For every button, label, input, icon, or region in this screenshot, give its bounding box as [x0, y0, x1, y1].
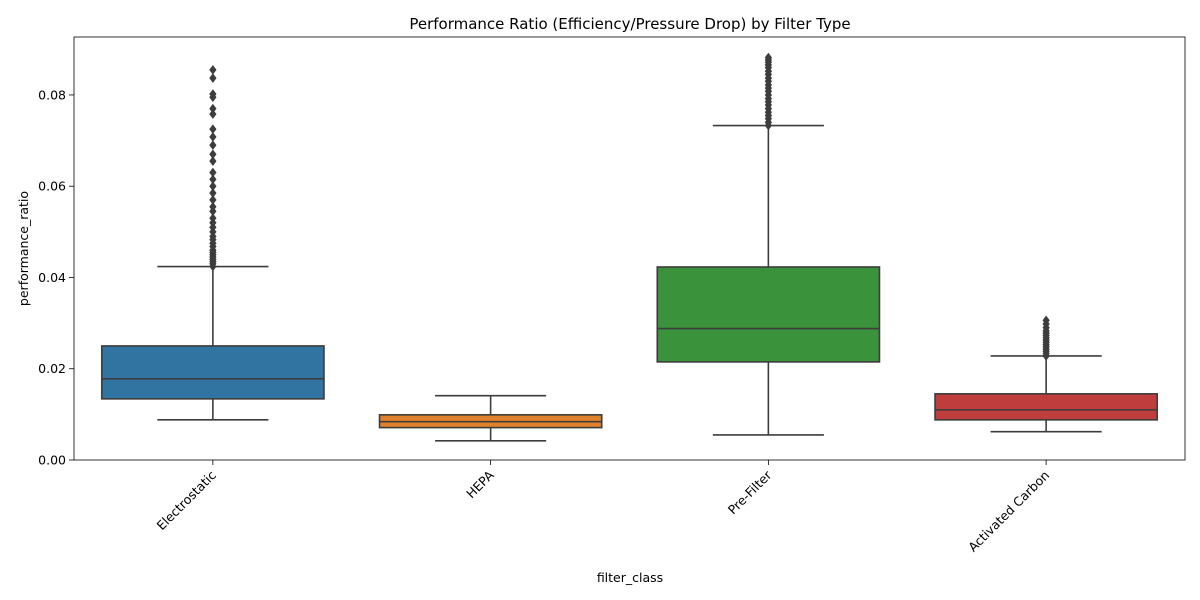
- outlier-point: [209, 213, 217, 224]
- y-tick-label: 0.04: [38, 270, 66, 285]
- x-axis-label: filter_class: [597, 570, 663, 585]
- y-tick-label: 0.02: [38, 361, 66, 376]
- outlier-point: [209, 194, 217, 205]
- outlier-point: [209, 124, 217, 135]
- x-tick-label: Pre-Filter: [725, 467, 775, 517]
- chart-title: Performance Ratio (Efficiency/Pressure D…: [409, 15, 850, 33]
- x-tick-label: Electrostatic: [153, 467, 219, 533]
- outlier-point: [209, 64, 217, 75]
- outlier-point: [209, 140, 217, 151]
- outlier-point: [764, 52, 773, 63]
- outlier-point: [209, 109, 217, 120]
- box-iqr: [656, 266, 881, 363]
- outlier-point: [209, 149, 217, 160]
- outlier-point: [209, 181, 217, 192]
- outlier-point: [209, 188, 217, 198]
- x-axis-ticks: Electrostatic HEPA Pre-Filter Activated Car…: [153, 460, 1052, 555]
- box-group-0: [100, 64, 325, 421]
- y-axis-ticks: 0.00 0.02 0.04 0.06 0.08: [38, 87, 74, 468]
- y-axis-label: performance_ratio: [16, 191, 31, 306]
- outlier-point: [209, 156, 217, 167]
- y-tick-label: 0.00: [38, 453, 66, 468]
- outlier-point: [1042, 315, 1050, 326]
- outlier-point: [209, 73, 217, 83]
- outlier-point: [209, 174, 217, 185]
- outlier-point: [209, 132, 217, 142]
- boxes-layer: [100, 52, 1159, 442]
- x-tick-label: HEPA: [463, 467, 497, 501]
- plot-frame: [73, 36, 1186, 461]
- box-group-1: [378, 394, 603, 442]
- y-tick-label: 0.08: [38, 87, 66, 102]
- box-group-2: [656, 52, 881, 436]
- outlier-point: [209, 167, 217, 178]
- outlier-point: [209, 201, 217, 212]
- box-iqr: [934, 393, 1159, 421]
- outlier-point: [209, 89, 217, 99]
- y-tick-label: 0.06: [38, 179, 66, 194]
- box-group-3: [934, 315, 1159, 433]
- outlier-point: [209, 103, 217, 114]
- x-tick-label: Activated Carbon: [965, 468, 1052, 555]
- box-iqr: [100, 345, 325, 400]
